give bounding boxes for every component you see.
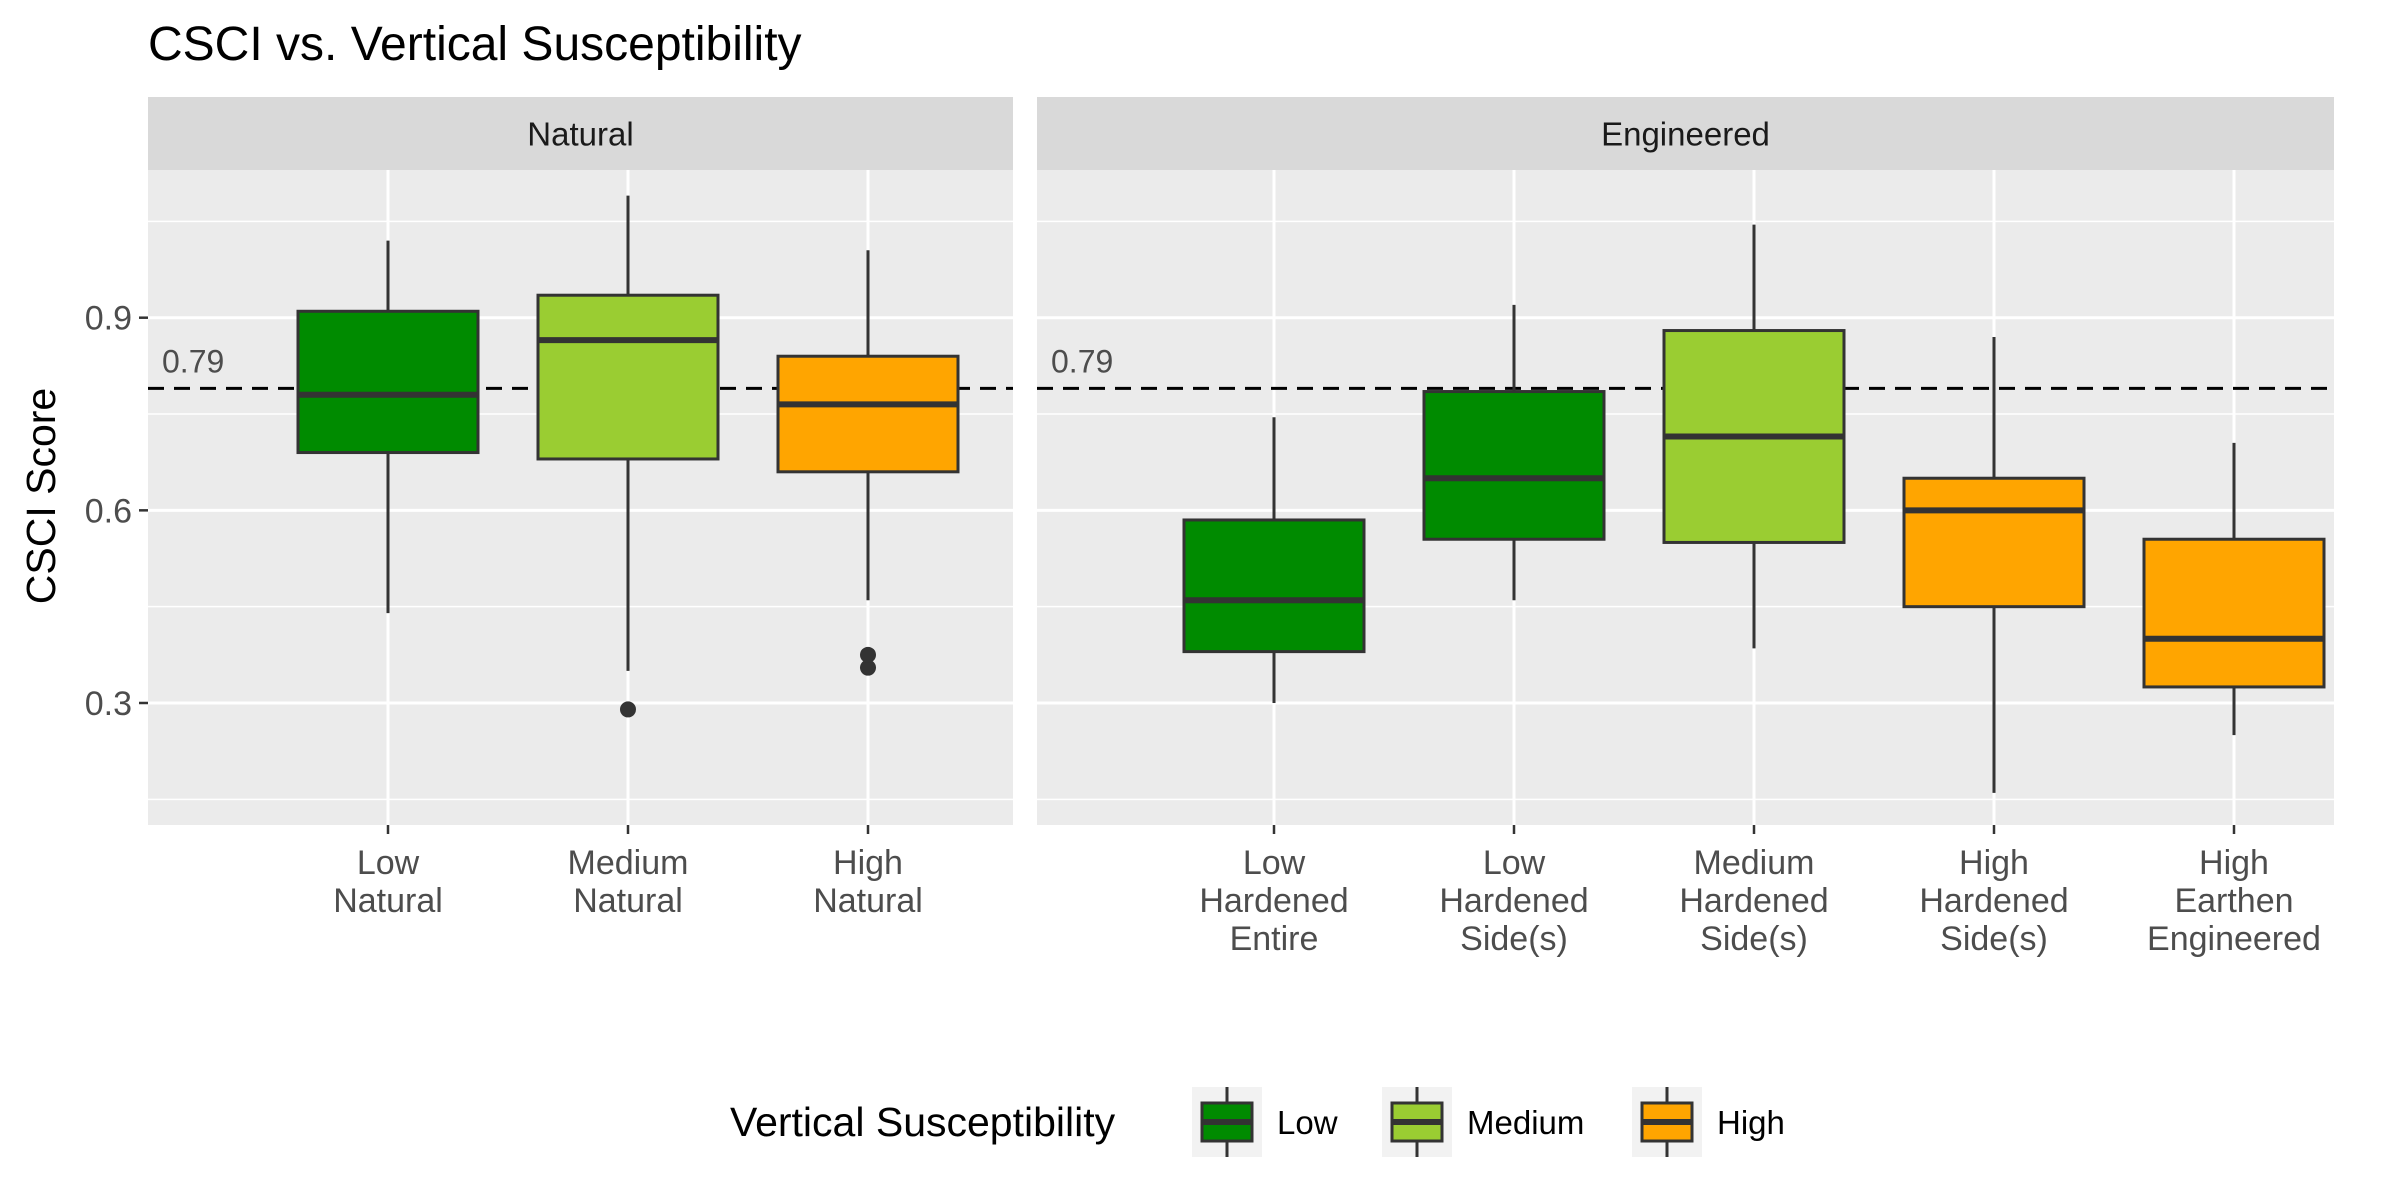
legend-label: Low <box>1277 1104 1338 1141</box>
facet-strip-label: Natural <box>527 116 633 153</box>
x-tick-label: High <box>833 844 903 882</box>
outlier-point <box>620 701 636 718</box>
x-tick-label: Medium <box>568 844 689 882</box>
legend-label: High <box>1717 1104 1785 1141</box>
x-tick-label: Natural <box>333 882 443 920</box>
x-tick-label: Hardened <box>1439 882 1588 920</box>
facet-strip <box>148 97 1013 170</box>
x-tick-label: Engineered <box>2147 920 2321 958</box>
x-tick-label: Hardened <box>1199 882 1348 920</box>
reference-line-label: 0.79 <box>162 343 224 379</box>
box <box>296 309 480 455</box>
x-tick-label: High <box>2199 844 2269 882</box>
x-tick-label: Natural <box>573 882 683 920</box>
y-tick-label: 0.9 <box>85 300 132 338</box>
x-tick-label: Medium <box>1694 844 1815 882</box>
box <box>536 293 720 461</box>
x-tick-label: Side(s) <box>1460 920 1568 958</box>
box <box>1902 476 2086 609</box>
facet-strip <box>1037 97 2334 170</box>
x-tick-label: Side(s) <box>1940 920 2048 958</box>
legend-label: Medium <box>1467 1104 1584 1141</box>
x-tick-label: Hardened <box>1919 882 2068 920</box>
legend-title: Vertical Susceptibility <box>730 1099 1116 1145</box>
x-tick-label: Side(s) <box>1700 920 1808 958</box>
x-tick-label: Low <box>1243 844 1306 882</box>
box <box>2142 537 2326 689</box>
box <box>776 354 960 474</box>
reference-line-label: 0.79 <box>1051 343 1113 379</box>
box <box>1182 518 1366 654</box>
box <box>1422 390 1606 541</box>
x-tick-label: Low <box>357 844 420 882</box>
legend: Vertical Susceptibility Low Medium High <box>730 1087 1785 1157</box>
x-tick-label: Earthen <box>2174 882 2293 920</box>
panel-background <box>148 170 1013 825</box>
x-tick-label: Natural <box>813 882 923 920</box>
plot-area: Natural0.79LowNaturalMediumNaturalHighNa… <box>85 97 2334 958</box>
outlier-point <box>860 659 876 676</box>
y-tick-label: 0.6 <box>85 492 132 530</box>
y-tick-label: 0.3 <box>85 685 132 723</box>
x-tick-label: Entire <box>1230 920 1319 958</box>
x-tick-label: High <box>1959 844 2029 882</box>
y-axis-title: CSCI Score <box>18 388 64 604</box>
chart-title: CSCI vs. Vertical Susceptibility <box>148 18 802 71</box>
x-tick-label: Low <box>1483 844 1546 882</box>
outlier-point <box>860 646 876 663</box>
facet-strip-label: Engineered <box>1601 116 1770 153</box>
x-tick-label: Hardened <box>1679 882 1828 920</box>
